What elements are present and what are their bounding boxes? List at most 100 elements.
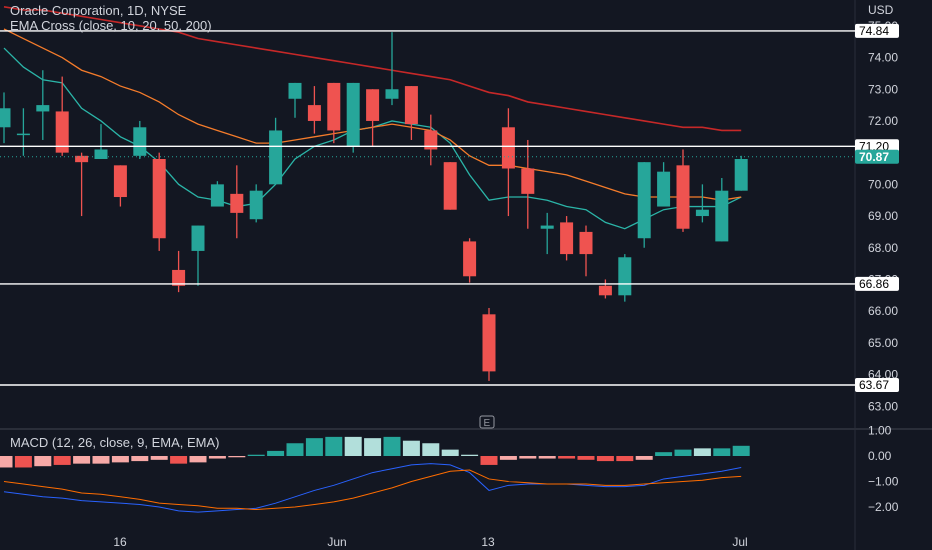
macd-histogram-bar	[247, 454, 265, 456]
macd-histogram-bar	[732, 445, 750, 456]
macd-axis-tick-label: −1.00	[868, 475, 899, 489]
macd-histogram-bar	[0, 456, 13, 468]
macd-axis-tick-label: 0.00	[868, 449, 892, 463]
macd-histogram-bar	[92, 456, 110, 464]
macd-histogram-bar	[558, 456, 576, 459]
candle-down-body	[501, 127, 515, 169]
candle-down-body	[598, 285, 612, 296]
time-axis-tick-label: Jun	[327, 535, 346, 549]
macd-axis-tick-label: 1.00	[868, 424, 892, 438]
macd-histogram-bar	[189, 456, 207, 463]
macd-histogram-bar	[228, 456, 246, 458]
candle-down-body	[424, 130, 438, 150]
candle-up-body	[16, 133, 30, 136]
candle-down-body	[55, 111, 69, 153]
earnings-marker: E	[479, 415, 495, 429]
macd-histogram-bar	[422, 443, 440, 456]
level-label-box	[855, 378, 899, 393]
candle-down-body	[307, 105, 321, 121]
price-axis-tick-label: 70.00	[868, 177, 898, 191]
candle-down-body	[404, 86, 418, 125]
level-label-box	[855, 23, 899, 38]
price-axis-tick-label: 65.00	[868, 336, 898, 350]
macd-histogram-bar	[150, 456, 168, 460]
macd-histogram-bar	[364, 438, 382, 456]
macd-histogram-bar	[325, 436, 343, 456]
time-axis-tick-label: 16	[113, 535, 127, 549]
candle-down-body	[463, 241, 477, 277]
macd-histogram-bar	[596, 456, 614, 462]
price-axis-tick-label: 74.00	[868, 51, 898, 65]
time-axis-tick-label: Jul	[732, 535, 747, 549]
candle-down-body	[443, 162, 457, 210]
macd-pane: 1.00 0.00 −1.00 −2.00	[0, 424, 899, 514]
candle-up-body	[695, 209, 709, 217]
candle-down-body	[152, 158, 166, 239]
signal-line	[3, 469, 742, 511]
macd-histogram-bar	[402, 440, 420, 456]
macd-histogram-bar	[383, 436, 401, 456]
candle-up-body	[191, 225, 205, 251]
macd-histogram-bar	[208, 456, 226, 459]
earnings-marker-box	[479, 415, 495, 429]
candle-down-body	[113, 165, 127, 198]
macd-histogram-bar	[170, 456, 188, 464]
candle-up-body	[385, 89, 399, 99]
price-axis-tick-label: 68.00	[868, 241, 898, 255]
macd-histogram-bar	[461, 454, 479, 456]
price-axis-tick-label: 72.00	[868, 114, 898, 128]
macd-histogram-bar	[441, 449, 459, 456]
macd-histogram-bar	[53, 456, 71, 465]
macd-histogram-bar	[635, 456, 653, 460]
candle-down-body	[366, 89, 380, 121]
price-axis-tick-label: 63.00	[868, 399, 898, 413]
macd-histogram-bar	[111, 456, 129, 463]
candle-down-body	[560, 222, 574, 255]
price-pane: 63.0064.0065.0066.0067.0068.0069.0070.00…	[0, 3, 899, 429]
candle-down-body	[482, 314, 496, 372]
macd-histogram-bar	[344, 436, 362, 456]
candle-up-body	[734, 158, 748, 191]
candle-down-body	[327, 82, 341, 131]
macd-histogram-bar	[480, 456, 498, 465]
macd-histogram-bar	[616, 456, 634, 462]
candle-up-body	[36, 105, 50, 112]
candle-up-body	[94, 149, 108, 159]
candle-down-body	[579, 231, 593, 255]
macd-indicator-legend[interactable]: MACD (12, 26, close, 9, EMA, EMA)	[10, 435, 220, 450]
candle-up-body	[210, 184, 224, 207]
candle-up-body	[657, 171, 671, 207]
macd-histogram-bar	[34, 456, 52, 467]
last-price-label: 70.87	[859, 150, 889, 164]
macd-histogram-bar	[14, 456, 32, 468]
candle-up-body	[288, 82, 302, 99]
candle-up-body	[346, 82, 360, 147]
price-axis-tick-label: 66.00	[868, 304, 898, 318]
price-axis-tick-label: 69.00	[868, 209, 898, 223]
symbol-legend[interactable]: Oracle Corporation, 1D, NYSE	[10, 3, 187, 18]
candle-down-body	[172, 269, 186, 286]
currency-label: USD	[868, 3, 894, 17]
macd-histogram-bar	[674, 449, 692, 456]
ema-indicator-legend[interactable]: EMA Cross (close, 10, 20, 50, 200)	[10, 18, 212, 33]
level-label-text: 74.84	[859, 24, 889, 38]
macd-histogram-bar	[693, 448, 711, 456]
candle-up-body	[249, 190, 263, 220]
macd-histogram-bar	[577, 456, 595, 460]
macd-histogram-bar	[131, 456, 149, 462]
candle-up-body	[715, 190, 729, 242]
candle-up-body	[269, 130, 283, 185]
candle-down-body	[521, 168, 535, 194]
candle-up-body	[540, 225, 554, 229]
level-label-box	[855, 276, 899, 291]
candle-up-body	[133, 127, 147, 156]
ema-slow-line	[3, 6, 742, 132]
macd-line	[3, 463, 742, 513]
macd-histogram-bar	[538, 456, 556, 459]
candle-down-body	[676, 165, 690, 229]
macd-histogram-bar	[305, 438, 323, 456]
macd-histogram-bar	[73, 456, 91, 464]
candle-down-body	[230, 193, 244, 213]
